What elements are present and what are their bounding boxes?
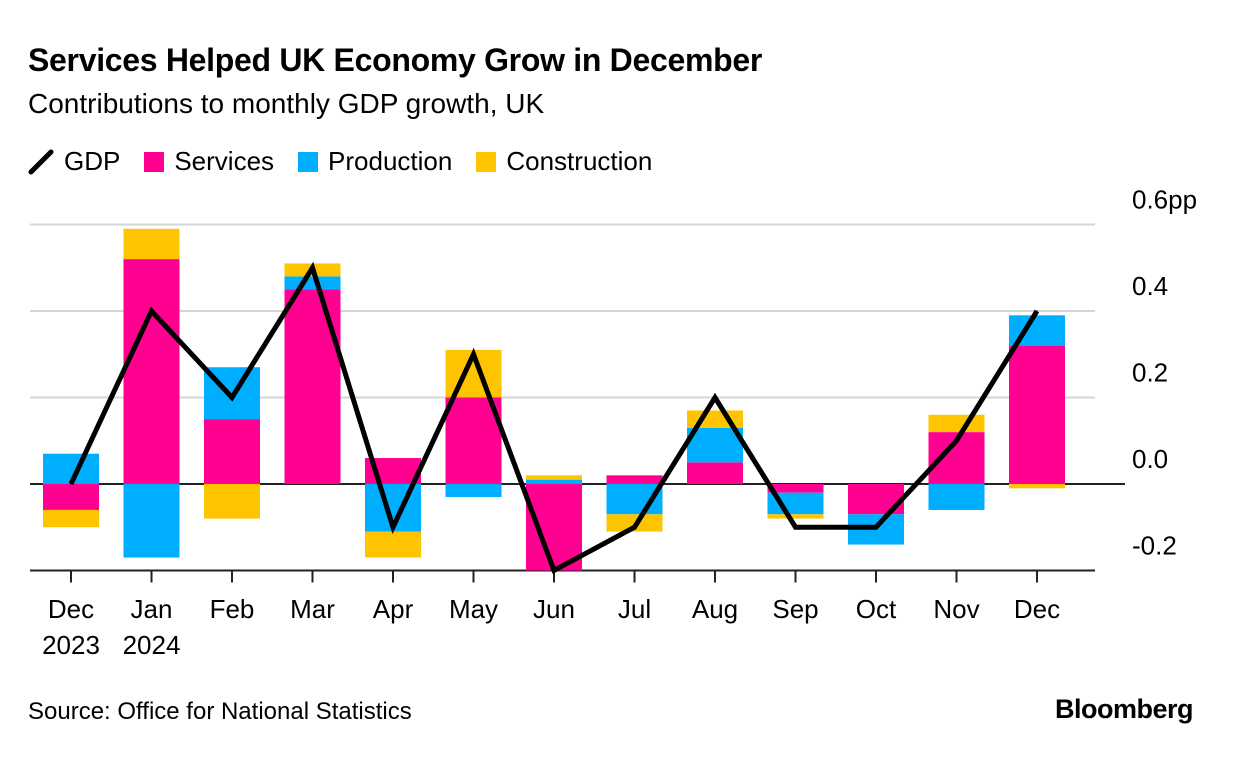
gdp-point — [70, 483, 72, 485]
bar-production — [928, 484, 985, 510]
bar-services — [1009, 345, 1065, 484]
bar-production — [526, 479, 582, 484]
x-tick-label: Dec — [1014, 594, 1060, 624]
x-tick-label: Aug — [692, 594, 738, 624]
x-tick-label: Jun — [533, 594, 575, 624]
legend-item-gdp: GDP — [28, 146, 120, 177]
y-tick-label: 0.2 — [1132, 358, 1168, 388]
x-tick-label: Jan — [131, 594, 173, 624]
legend-label: Services — [174, 146, 275, 176]
legend-swatch — [144, 151, 165, 172]
bar-production — [284, 276, 341, 290]
gdp-point — [714, 397, 716, 398]
gdp-point — [151, 310, 152, 312]
bar-services — [445, 397, 502, 484]
bloomberg-logo: Bloomberg — [1054, 694, 1194, 724]
gdp-point — [473, 353, 474, 355]
x-tick-label: Jul — [618, 594, 651, 624]
legend-swatch — [298, 151, 319, 172]
chart-subtitle: Contributions to monthly GDP growth, UK — [28, 88, 545, 119]
legend-item-production: Production — [298, 146, 452, 177]
bar-production — [687, 427, 743, 463]
x-tick-label: Sep — [772, 594, 818, 624]
x-tick-label: Feb — [210, 594, 255, 624]
gdp-point — [392, 526, 394, 528]
y-tick-label: 0.0 — [1132, 444, 1168, 474]
y-tick-label: 0.4 — [1132, 271, 1168, 301]
bar-production — [123, 484, 180, 558]
bar-services — [606, 475, 663, 484]
bar-construction — [204, 484, 260, 519]
bar-services — [284, 289, 341, 484]
bar-construction — [123, 228, 180, 260]
gdp-point — [1036, 310, 1038, 312]
bar-services — [204, 419, 260, 484]
x-tick-label: Dec — [48, 594, 94, 624]
bar-construction — [43, 509, 99, 528]
y-tick-label: -0.2 — [1132, 531, 1177, 561]
x-tick-label: Oct — [856, 594, 897, 624]
bar-services — [123, 259, 180, 484]
x-tick-label: Mar — [290, 594, 335, 624]
x-tick-label: May — [449, 594, 498, 624]
y-tick-label: 0.6pp — [1132, 185, 1197, 215]
legend-label: Construction — [506, 146, 653, 176]
gdp-point — [795, 526, 796, 528]
bar-services — [43, 484, 99, 510]
gdp-point — [312, 267, 313, 269]
bar-construction — [526, 475, 582, 480]
gdp-point — [875, 526, 877, 528]
chart-title: Services Helped UK Economy Grow in Decem… — [28, 42, 763, 78]
x-tick-label: Nov — [933, 594, 979, 624]
bar-construction — [1009, 484, 1065, 489]
x-tick-label-year: 2023 — [42, 630, 100, 660]
bar-construction — [928, 414, 985, 433]
legend-label: Production — [328, 146, 453, 176]
gdp-point — [553, 570, 555, 571]
legend-item-services: Services — [144, 146, 274, 177]
x-tick-label-year: 2024 — [123, 630, 181, 660]
bar-construction — [767, 514, 824, 519]
source-note: Source: Office for National Statistics — [28, 698, 412, 725]
legend: GDP Services Production Construction — [28, 146, 676, 177]
gdp-point — [231, 397, 233, 398]
bar-production — [445, 484, 502, 497]
legend-swatch — [476, 151, 497, 172]
bar-services — [767, 484, 824, 493]
bar-construction — [365, 531, 421, 558]
gdp-point — [956, 440, 957, 442]
legend-label: GDP — [64, 146, 121, 176]
bar-services — [687, 462, 743, 484]
line-swatch-icon — [28, 149, 54, 174]
legend-item-construction: Construction — [476, 146, 652, 177]
gdp-point — [634, 526, 635, 528]
x-tick-label: Apr — [373, 594, 414, 624]
